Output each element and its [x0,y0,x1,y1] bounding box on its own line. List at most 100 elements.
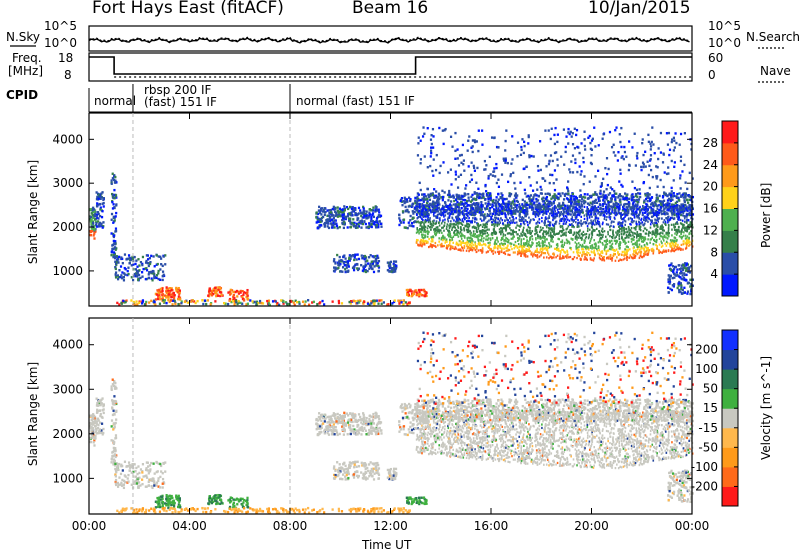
power-cell [233,303,236,307]
power-cell [558,192,561,195]
power-cell [648,199,651,203]
power-cell [111,200,114,204]
power-cell [578,199,581,202]
power-cell [542,196,545,199]
power-cell [440,213,443,217]
power-cell [456,200,459,204]
power-cell [544,218,547,221]
power-cell [558,202,561,205]
power-cell [549,204,551,208]
power-cell [589,161,593,165]
power-cell [143,303,147,306]
power-cell [362,302,365,305]
power-cell [613,239,616,242]
power-cell [518,212,521,216]
power-cell [509,173,512,176]
power-cell [621,195,625,199]
power-cell [679,218,682,222]
power-cell [593,257,595,260]
power-cell [675,206,679,209]
power-cell [544,197,548,200]
power-cell [461,218,464,221]
power-cell [532,196,535,199]
power-cell [536,164,540,168]
power-cell [631,180,634,183]
power-cell [477,187,480,191]
power-cell [101,191,104,194]
power-cell [414,202,417,205]
power-cell [578,205,581,208]
power-cell [386,261,389,264]
power-cell [194,301,197,305]
power-cell [350,207,354,211]
power-cell [463,246,466,249]
power-cell [610,205,613,208]
power-cell [559,205,563,208]
power-cell [441,231,443,234]
power-cell [486,207,489,210]
power-cell [149,260,152,264]
power-cell [574,208,576,211]
power-cell [518,218,521,221]
power-cell [326,209,329,212]
power-cell [497,210,500,213]
power-cell [586,202,590,205]
power-cell [670,140,673,144]
power-cell [463,245,466,248]
power-cell [171,303,174,306]
power-cell [648,164,651,168]
power-cell [423,132,426,135]
power-cell [594,175,597,178]
power-cell [152,272,155,275]
power-cell [323,213,326,217]
power-cell [141,302,144,305]
power-cell [609,212,613,215]
power-cell [353,221,356,225]
power-cell [514,245,517,248]
power-cell [579,173,582,176]
power-cell [483,159,487,163]
power-cell [594,191,597,194]
power-cell [674,201,677,205]
power-cell [447,171,450,174]
power-cell [420,229,423,233]
power-cell [546,199,549,202]
power-cell [400,197,404,200]
power-cell [425,241,428,245]
power-cell [246,288,249,292]
power-cell [464,216,466,219]
power-cell [394,270,397,273]
power-cell [476,210,479,214]
power-cell [623,226,625,229]
power-cell [468,246,471,250]
power-cell [377,270,380,273]
power-cell [506,221,509,224]
power-cell [432,205,435,208]
power-cell [591,224,593,227]
power-cell [356,302,359,305]
power-cell [634,232,637,235]
power-cell [491,174,495,177]
power-cell [416,208,419,211]
power-cell [456,210,458,213]
power-cell [687,209,689,212]
power-cell [445,205,447,208]
power-cell [684,278,687,281]
power-cell [325,220,328,224]
power-cell [688,213,691,217]
power-cell [507,240,510,243]
power-cell [470,146,473,149]
power-cell [516,253,519,256]
power-cell [651,211,654,214]
power-cell [627,249,629,252]
power-cell [658,237,661,240]
power-cell [646,160,649,163]
power-cell [618,230,621,233]
power-cell [640,237,643,241]
power-cell [536,188,539,191]
power-cell [624,197,627,201]
power-cell [454,198,458,201]
power-cell [656,196,659,200]
power-cell [357,267,361,270]
power-cell [157,269,160,273]
